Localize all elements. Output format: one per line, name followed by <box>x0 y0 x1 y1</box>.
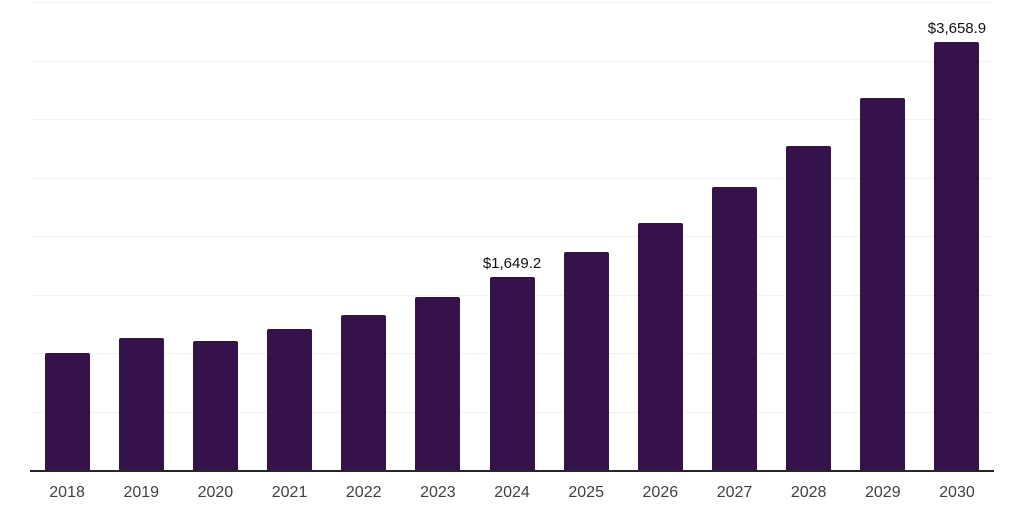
x-tick-2023: 2023 <box>420 484 456 501</box>
x-tick-2030: 2030 <box>939 484 975 501</box>
bar-2019 <box>118 337 164 470</box>
x-tick-2021: 2021 <box>271 484 308 501</box>
gridline-3500 <box>30 60 994 62</box>
x-tick-2028: 2028 <box>790 484 827 501</box>
bar-slot-2024: $1,649.2 <box>475 2 549 470</box>
bar-slot-2018 <box>30 2 104 470</box>
gridline-4000 <box>30 2 994 3</box>
x-tick-2029: 2029 <box>865 484 901 501</box>
x-tick-2018: 2018 <box>49 484 85 501</box>
gridline-2000 <box>30 236 994 237</box>
value-label-2030: $3,658.9 <box>927 19 987 37</box>
bar-2027 <box>711 187 757 470</box>
bar-slot-2021 <box>252 2 326 470</box>
x-tick-2027: 2027 <box>716 484 753 501</box>
bar-2020 <box>192 340 238 470</box>
plot-area: $1,649.2 $3,658.9 <box>30 2 994 472</box>
bar-slot-2026 <box>623 2 697 470</box>
bar-slot-2030: $3,658.9 <box>920 2 994 470</box>
x-axis: 2018 2019 2020 2021 2022 2023 2024 2025 2026 2027… <box>30 483 994 502</box>
bars-row: $1,649.2 $3,658.9 <box>30 2 994 470</box>
bar-2022 <box>341 314 387 470</box>
bar-2025 <box>563 251 609 470</box>
bar-2029 <box>860 98 906 470</box>
value-label-2024: $1,649.2 <box>482 255 542 273</box>
bar-slot-2027 <box>697 2 771 470</box>
bar-slot-2023 <box>401 2 475 470</box>
gridline-3000 <box>30 119 994 120</box>
x-tick-2022: 2022 <box>345 484 382 501</box>
x-tick-2019: 2019 <box>123 484 160 501</box>
bar-slot-2019 <box>104 2 178 470</box>
bar-slot-2029 <box>846 2 920 470</box>
bar-2028 <box>786 146 832 470</box>
bar-slot-2022 <box>327 2 401 470</box>
bar-slot-2025 <box>549 2 623 470</box>
x-tick-2020: 2020 <box>197 484 234 501</box>
bar-2023 <box>415 297 461 470</box>
bar-2026 <box>637 222 683 470</box>
x-tick-2025: 2025 <box>568 484 604 501</box>
bar-2030 <box>934 41 980 470</box>
bar-2018 <box>44 353 90 470</box>
bar-2021 <box>267 329 313 470</box>
gridline-2500 <box>30 177 994 179</box>
x-tick-2024: 2024 <box>494 484 530 501</box>
x-tick-2026: 2026 <box>642 484 679 501</box>
bar-slot-2020 <box>178 2 252 470</box>
bar-slot-2028 <box>772 2 846 470</box>
bar-2024 <box>489 277 535 470</box>
